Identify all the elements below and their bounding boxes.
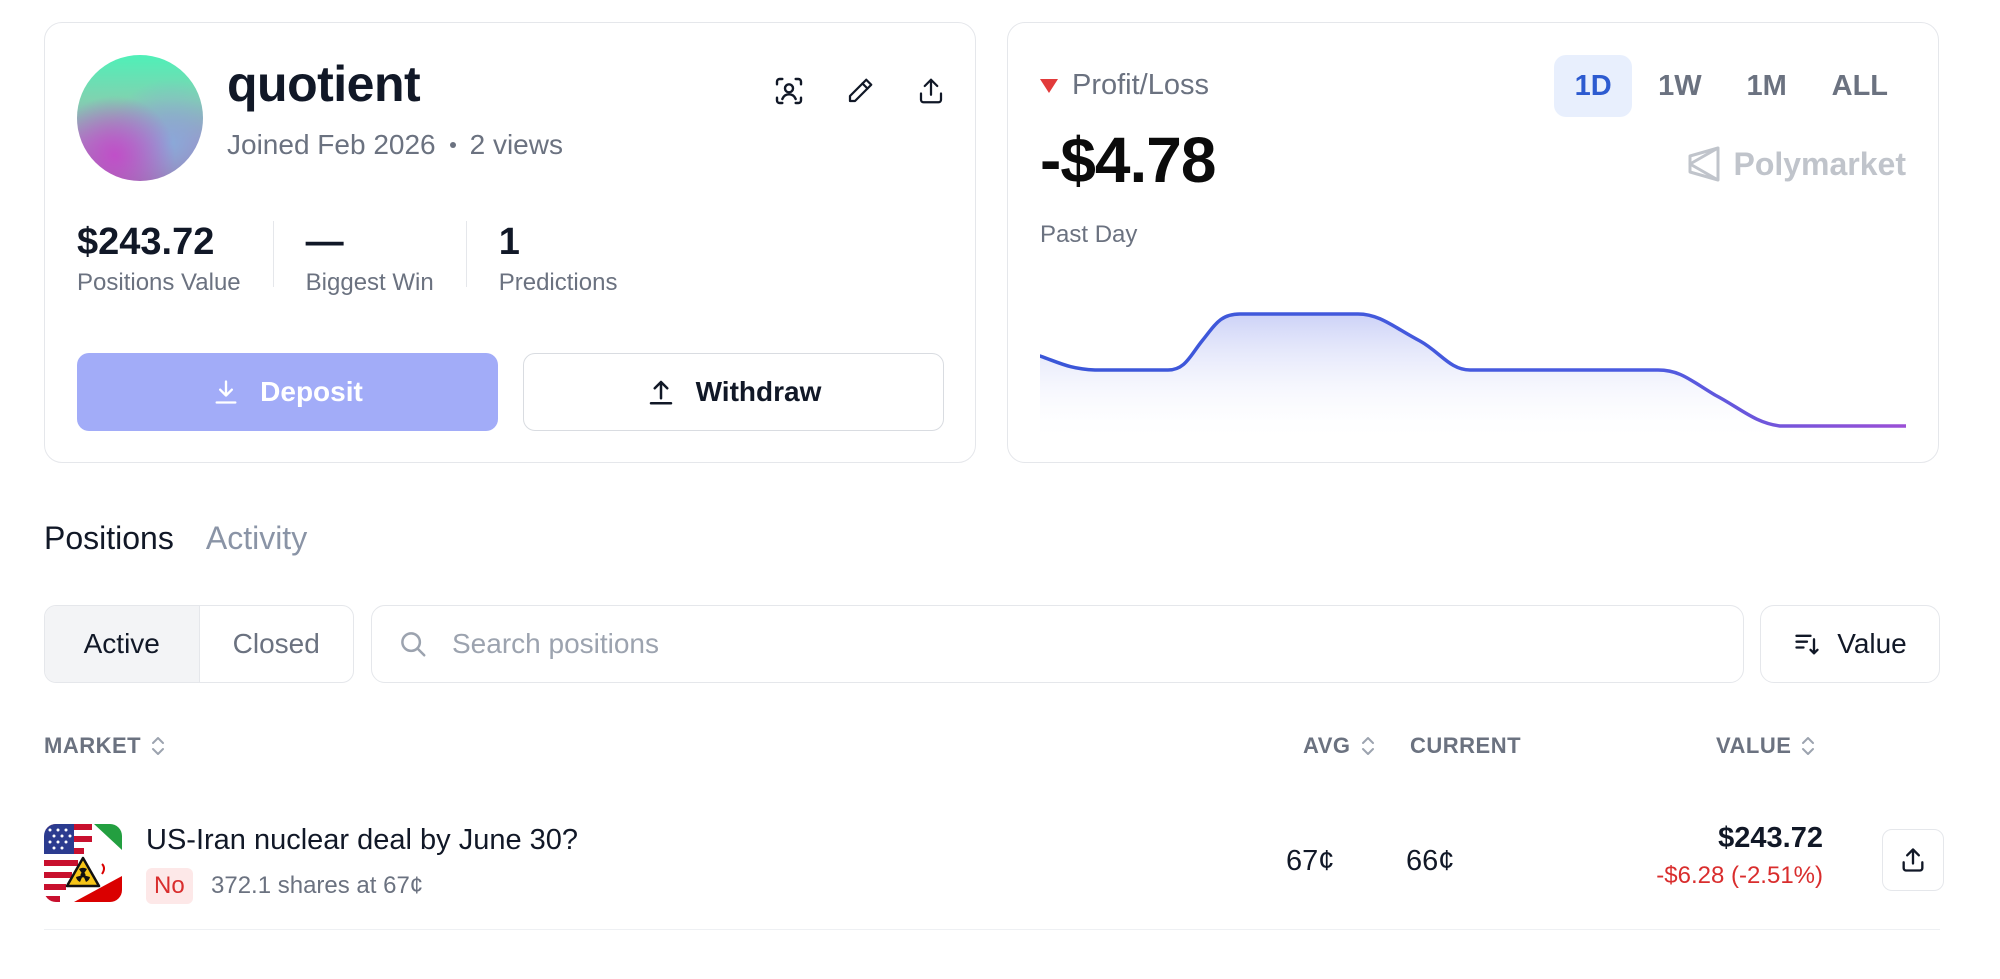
sparkline-line [1040, 312, 1906, 428]
header-market[interactable]: MARKET [44, 733, 167, 759]
header-current-label: CURRENT [1410, 733, 1522, 758]
header-current: CURRENT [1410, 733, 1521, 759]
status-filter: Active Closed [44, 605, 354, 683]
market-title[interactable]: US-Iran nuclear deal by June 30? [146, 824, 579, 856]
outcome-badge: No [146, 868, 193, 904]
deposit-button[interactable]: Deposit [77, 353, 498, 431]
stat-value: — [305, 221, 344, 263]
range-1m[interactable]: 1M [1746, 69, 1787, 102]
stat-predictions: 1 Predictions [498, 221, 650, 296]
filter-active[interactable]: Active [45, 606, 200, 682]
table-row[interactable]: US-Iran nuclear deal by June 30? No 372.… [44, 800, 1944, 930]
header-avg[interactable]: AVG [1303, 733, 1377, 759]
sparkline-area [1040, 314, 1906, 443]
position-value: $243.72 [1718, 822, 1823, 854]
search-input[interactable] [450, 627, 1650, 661]
scan-user-button[interactable] [769, 71, 809, 111]
username: quotient [227, 56, 421, 112]
stat-label: Predictions [498, 269, 618, 296]
sort-icon [1795, 634, 1819, 655]
stat-biggest-win: — Biggest Win [305, 221, 467, 296]
profit-loss-card: Profit/Loss 1D 1W 1M ALL -$4.78 Polymark… [1007, 22, 1939, 463]
main-tabs: Positions Activity [44, 520, 307, 557]
deposit-label: Deposit [260, 376, 363, 407]
position-change: -$6.28 (-2.51%) [1656, 862, 1823, 889]
sort-chevrons-icon [1361, 737, 1374, 755]
stat-positions-value: $243.72 Positions Value [77, 221, 274, 296]
stat-value: $243.72 [77, 221, 215, 263]
sort-button[interactable]: Value [1760, 605, 1940, 683]
header-avg-label: AVG [1303, 733, 1351, 758]
sort-chevrons-icon [152, 737, 165, 755]
avatar [77, 55, 203, 181]
sort-label: Value [1837, 628, 1907, 659]
profile-meta: Joined Feb 2026 2 views [227, 129, 563, 161]
stat-value: 1 [498, 221, 520, 263]
pencil-icon [848, 78, 873, 103]
search-box [371, 605, 1744, 683]
edit-profile-button[interactable] [840, 71, 880, 111]
shares-info: 372.1 shares at 67¢ [211, 872, 424, 899]
polymarket-logo-icon [1688, 146, 1720, 182]
current-price: 66¢ [1406, 845, 1455, 877]
joined-date: Joined Feb 2026 [227, 129, 436, 160]
stat-label: Biggest Win [305, 269, 434, 296]
share-position-button[interactable] [1882, 829, 1944, 891]
withdraw-button[interactable]: Withdraw [523, 353, 944, 431]
pnl-sparkline [1040, 312, 1906, 443]
pnl-period: Past Day [1040, 221, 1138, 248]
header-value-label: VALUE [1716, 733, 1792, 758]
filter-closed[interactable]: Closed [232, 628, 320, 659]
separator-dot [449, 142, 456, 148]
polymarket-brand: Polymarket [1687, 145, 1906, 183]
us-iran-flag-icon [44, 824, 122, 902]
market-image [44, 824, 122, 902]
avg-price: 67¢ [1286, 845, 1335, 877]
header-value[interactable]: VALUE [1716, 733, 1817, 759]
sort-chevrons-icon [1802, 737, 1815, 755]
stat-label: Positions Value [77, 269, 241, 296]
range-1d[interactable]: 1D [1554, 55, 1633, 117]
download-icon [215, 380, 237, 404]
range-selector: 1D 1W 1M ALL [1554, 55, 1906, 117]
search-icon [401, 632, 426, 657]
share-profile-button[interactable] [911, 71, 951, 111]
tab-activity[interactable]: Activity [205, 520, 308, 556]
profile-stats: $243.72 Positions Value — Biggest Win 1 … [77, 221, 681, 296]
pnl-label-text: Profit/Loss [1072, 69, 1209, 101]
pnl-label: Profit/Loss [1040, 69, 1209, 102]
withdraw-label: Withdraw [695, 376, 822, 407]
header-market-label: MARKET [44, 733, 142, 758]
view-count: 2 views [469, 129, 563, 160]
range-1w[interactable]: 1W [1658, 69, 1702, 102]
upload-icon [1902, 848, 1924, 872]
down-triangle-icon [1040, 78, 1058, 93]
profile-card: quotient Joined Feb 2026 2 views $243.72… [44, 22, 976, 463]
upload-icon [649, 380, 672, 405]
scan-user-icon [775, 77, 803, 105]
pnl-value: -$4.78 [1040, 124, 1216, 196]
brand-name: Polymarket [1733, 145, 1906, 182]
tab-positions[interactable]: Positions [44, 520, 174, 556]
upload-icon [919, 78, 943, 104]
range-all[interactable]: ALL [1831, 69, 1888, 102]
